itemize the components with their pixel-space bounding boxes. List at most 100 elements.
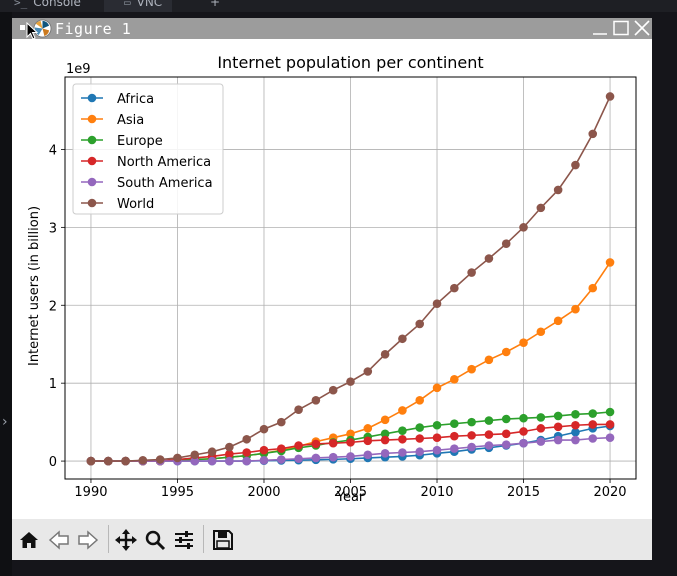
configure-subplots-button[interactable] xyxy=(171,527,197,553)
legend-marker xyxy=(87,135,97,145)
x-tick-label: 2020 xyxy=(593,485,626,500)
data-point-north-america xyxy=(571,420,580,430)
legend-item: North America xyxy=(81,155,211,170)
series-north-america xyxy=(86,420,615,466)
y-axis-offset-label: 1e9 xyxy=(66,62,91,77)
window-titlebar[interactable]: Figure 1 xyxy=(12,18,652,39)
x-tick-label: 1995 xyxy=(161,485,194,500)
data-point-europe xyxy=(553,411,563,421)
data-point-world xyxy=(588,129,598,139)
legend-marker xyxy=(87,93,97,103)
data-point-europe xyxy=(536,413,546,422)
data-point-europe xyxy=(571,410,580,419)
minimize-window-button[interactable] xyxy=(591,20,609,37)
sliders-icon xyxy=(175,531,193,549)
y-tick-label: 2 xyxy=(49,299,57,314)
data-point-world xyxy=(519,223,528,232)
maximize-window-button[interactable] xyxy=(612,20,630,37)
data-point-world xyxy=(207,447,217,457)
legend-label: Europe xyxy=(117,134,163,149)
data-point-south-america xyxy=(225,456,234,466)
data-point-north-america xyxy=(553,422,563,432)
x-tick-label: 2000 xyxy=(247,485,280,500)
data-point-south-america xyxy=(467,442,476,452)
back-button[interactable] xyxy=(46,527,72,553)
tab-vnc[interactable]: ▭ VNC xyxy=(104,0,173,12)
data-point-europe xyxy=(519,413,528,423)
data-point-world xyxy=(571,160,580,170)
legend-item: Africa xyxy=(81,92,154,107)
data-point-world xyxy=(380,350,390,359)
move-icon xyxy=(115,529,137,551)
data-point-world xyxy=(121,456,130,466)
data-point-world xyxy=(155,455,165,464)
data-point-asia xyxy=(346,429,355,439)
data-point-south-america xyxy=(328,452,338,462)
plus-icon: + xyxy=(210,0,221,9)
close-window-button[interactable] xyxy=(633,20,651,37)
data-point-europe xyxy=(484,416,494,425)
legend-marker xyxy=(87,114,97,124)
data-point-europe xyxy=(605,407,615,417)
data-point-asia xyxy=(432,383,442,393)
legend-label: South America xyxy=(117,176,213,191)
legend-item: Asia xyxy=(81,113,144,128)
data-point-world xyxy=(294,405,303,414)
data-point-europe xyxy=(432,420,442,430)
forward-button[interactable] xyxy=(75,527,101,553)
legend-box xyxy=(72,83,224,215)
data-point-north-america xyxy=(605,420,615,429)
data-point-north-america xyxy=(415,434,425,443)
data-point-south-america xyxy=(501,440,511,450)
data-point-asia xyxy=(605,258,615,267)
data-point-north-america xyxy=(501,429,511,439)
data-point-world xyxy=(328,385,338,395)
data-point-africa xyxy=(571,427,580,437)
data-point-world xyxy=(103,456,113,466)
data-point-south-america xyxy=(190,456,200,466)
home-button[interactable] xyxy=(16,527,42,553)
data-point-asia xyxy=(380,415,390,425)
data-point-europe xyxy=(501,414,511,424)
arrow-right-icon xyxy=(78,530,99,550)
legend-label: World xyxy=(117,197,154,212)
tab-console-label: Console xyxy=(33,0,81,9)
data-point-south-america xyxy=(484,441,494,450)
data-point-south-america xyxy=(207,456,217,466)
arrow-left-icon xyxy=(48,530,69,550)
y-axis-label: Internet users (in billion) xyxy=(27,206,42,366)
save-figure-button[interactable] xyxy=(210,527,236,553)
window-menu-icon[interactable] xyxy=(20,25,25,30)
matplotlib-logo-icon xyxy=(33,19,52,38)
data-point-south-america xyxy=(259,456,269,465)
data-point-south-america xyxy=(519,438,528,448)
data-point-world xyxy=(346,377,355,386)
data-point-world xyxy=(501,239,511,249)
data-point-south-america xyxy=(450,444,459,453)
data-point-europe xyxy=(415,423,425,432)
data-point-world xyxy=(225,442,234,452)
tab-console[interactable]: >_ Console xyxy=(14,0,81,12)
data-point-world xyxy=(138,456,148,465)
data-point-north-america xyxy=(484,430,494,439)
data-point-north-america xyxy=(519,427,528,436)
data-point-world xyxy=(467,268,476,277)
data-point-south-america xyxy=(363,450,373,460)
legend: Africa Asia Europe North America South Ameri… xyxy=(72,83,224,215)
data-point-south-america xyxy=(311,453,321,463)
data-point-europe xyxy=(380,429,390,439)
data-point-north-america xyxy=(346,438,355,447)
legend-label: Asia xyxy=(117,113,144,128)
legend-item: Europe xyxy=(81,134,163,149)
zoom-button[interactable] xyxy=(142,527,168,553)
data-point-asia xyxy=(588,283,598,293)
chart-title: Internet population per continent xyxy=(217,53,483,72)
new-tab-button[interactable]: + xyxy=(210,0,220,12)
x-tick-label: 2005 xyxy=(334,485,367,500)
data-point-world xyxy=(259,424,269,434)
expand-panel-chevron-icon[interactable]: › xyxy=(2,414,8,430)
data-point-north-america xyxy=(363,436,373,446)
pan-button[interactable] xyxy=(113,527,139,553)
data-point-europe xyxy=(450,419,459,428)
series-group xyxy=(86,92,615,466)
